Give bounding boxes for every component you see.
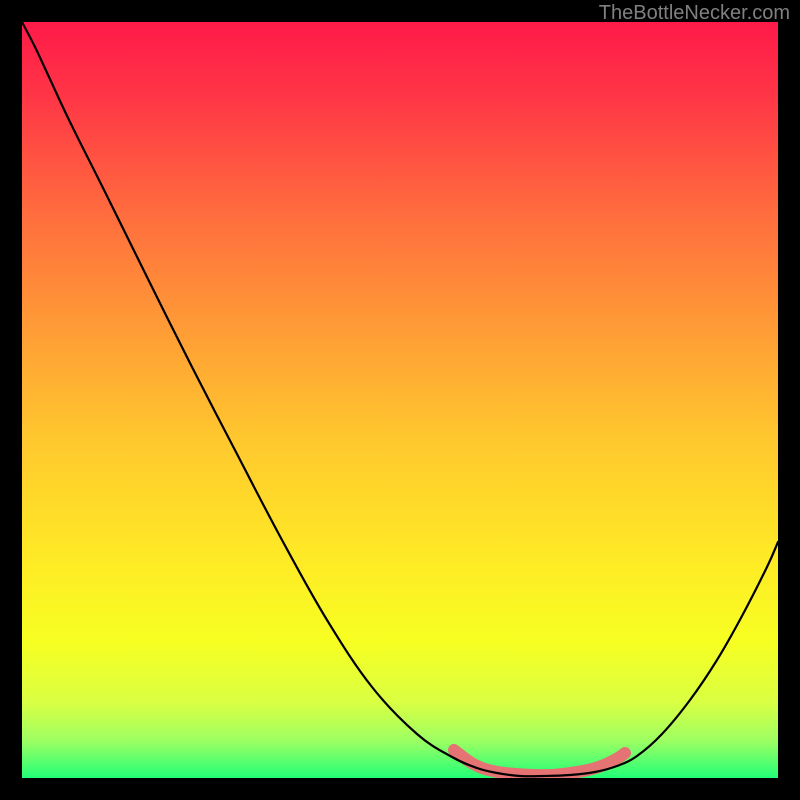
plot-area (22, 22, 778, 778)
chart-svg (22, 22, 778, 778)
watermark-text: TheBottleNecker.com (599, 2, 790, 25)
bottleneck-curve (22, 22, 778, 776)
